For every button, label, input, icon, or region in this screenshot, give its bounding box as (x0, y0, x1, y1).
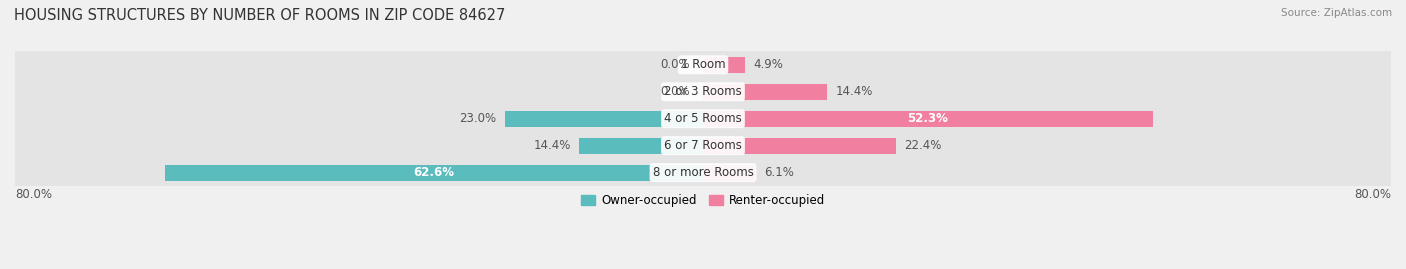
Text: 22.4%: 22.4% (904, 139, 942, 152)
Bar (579, 137, 703, 154)
Bar (15, 78, 1391, 105)
Text: 0.0%: 0.0% (661, 85, 690, 98)
Bar (15, 105, 1391, 132)
Text: 80.0%: 80.0% (1354, 188, 1391, 201)
Text: 80.0%: 80.0% (15, 188, 52, 201)
Bar (703, 111, 1153, 127)
Text: HOUSING STRUCTURES BY NUMBER OF ROOMS IN ZIP CODE 84627: HOUSING STRUCTURES BY NUMBER OF ROOMS IN… (14, 8, 505, 23)
Bar (703, 165, 755, 181)
Text: 62.6%: 62.6% (413, 166, 454, 179)
Text: 23.0%: 23.0% (460, 112, 496, 125)
Text: 14.4%: 14.4% (533, 139, 571, 152)
Bar (703, 137, 896, 154)
Text: 6.1%: 6.1% (763, 166, 794, 179)
Text: 2 or 3 Rooms: 2 or 3 Rooms (664, 85, 742, 98)
Text: 8 or more Rooms: 8 or more Rooms (652, 166, 754, 179)
Legend: Owner-occupied, Renter-occupied: Owner-occupied, Renter-occupied (576, 189, 830, 212)
Text: 6 or 7 Rooms: 6 or 7 Rooms (664, 139, 742, 152)
Bar (703, 57, 745, 73)
Text: 52.3%: 52.3% (907, 112, 948, 125)
Bar (15, 159, 1391, 186)
Text: Source: ZipAtlas.com: Source: ZipAtlas.com (1281, 8, 1392, 18)
Text: 1 Room: 1 Room (681, 58, 725, 71)
Bar (505, 111, 703, 127)
Text: 4 or 5 Rooms: 4 or 5 Rooms (664, 112, 742, 125)
Bar (15, 51, 1391, 78)
Bar (165, 165, 703, 181)
Text: 0.0%: 0.0% (661, 58, 690, 71)
Bar (703, 84, 827, 100)
Bar (15, 132, 1391, 159)
Text: 4.9%: 4.9% (754, 58, 783, 71)
Text: 14.4%: 14.4% (835, 85, 873, 98)
